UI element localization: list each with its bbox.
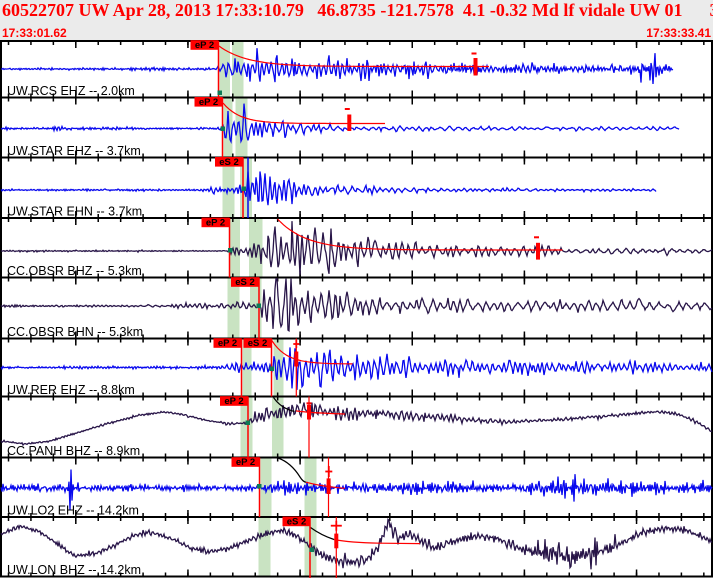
svg-text:UW.LO2 EHZ -- 14.2km: UW.LO2 EHZ -- 14.2km	[7, 504, 139, 518]
svg-text:UW.STAR EHN -- 3.7km: UW.STAR EHN -- 3.7km	[7, 205, 142, 219]
svg-text:eP 2: eP 2	[218, 338, 237, 349]
svg-text:UW.RER EHZ -- 8.8km: UW.RER EHZ -- 8.8km	[7, 383, 135, 397]
svg-text:UW.STAR EHZ -- 3.7km: UW.STAR EHZ -- 3.7km	[7, 144, 141, 158]
svg-text:eP 2: eP 2	[206, 218, 225, 229]
svg-text:eS 2: eS 2	[235, 277, 255, 288]
svg-text:eS 2: eS 2	[248, 338, 268, 349]
svg-text:UW.RCS EHZ -- 2.0km: UW.RCS EHZ -- 2.0km	[7, 84, 135, 98]
svg-text:eS 2: eS 2	[219, 157, 239, 168]
svg-text:eP 2: eP 2	[195, 40, 214, 51]
svg-text:UW.LON BHZ -- 14.2km: UW.LON BHZ -- 14.2km	[7, 563, 141, 577]
svg-text:eP 2: eP 2	[199, 97, 218, 108]
svg-text:CC.PANH BHZ -- 8.9km: CC.PANH BHZ -- 8.9km	[7, 444, 140, 458]
svg-text:eP 2: eP 2	[224, 396, 243, 407]
svg-text:CC.OBSR BHZ -- 5.3km: CC.OBSR BHZ -- 5.3km	[7, 264, 142, 278]
svg-text:eP 2: eP 2	[236, 457, 255, 468]
svg-text:eS 2: eS 2	[287, 517, 307, 528]
